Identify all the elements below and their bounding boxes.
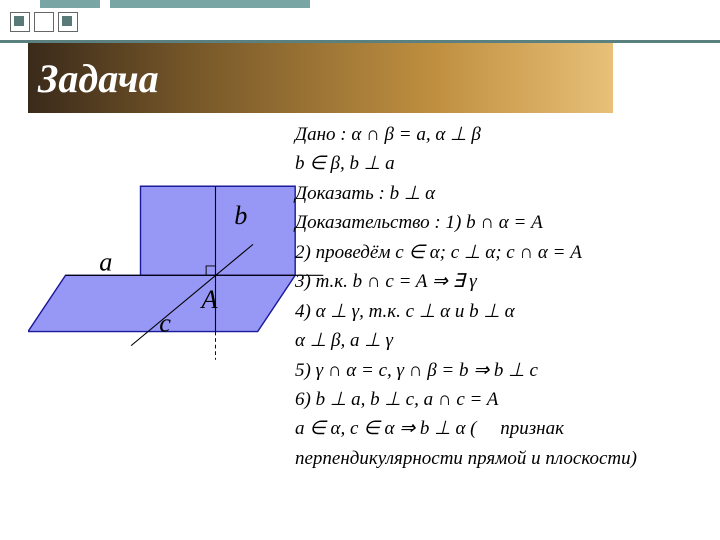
title-band: Задача (28, 43, 613, 113)
proof-block: Дано : α ∩ β = a, α ⊥ βb ∈ β, b ⊥ aДоказ… (295, 120, 705, 473)
label-a: a (99, 248, 112, 277)
label-b: b (234, 201, 247, 230)
proof-line: перпендикулярности прямой и плоскости) (295, 444, 705, 473)
slide-title: Задача (38, 55, 159, 102)
proof-line: a ∈ α, c ∈ α ⇒ b ⊥ α ( признак (295, 414, 705, 443)
decor-bullet (58, 12, 78, 32)
diagram-svg: a b c A (28, 180, 328, 380)
proof-line: Доказать : b ⊥ α (295, 179, 705, 208)
proof-line: 2) проведём c ∈ α; c ⊥ α; c ∩ α = A (295, 238, 705, 267)
proof-line: 3) т.к. b ∩ c = A ⇒ ∃ γ (295, 267, 705, 296)
proof-line: b ∈ β, b ⊥ a (295, 149, 705, 178)
proof-line: Дано : α ∩ β = a, α ⊥ β (295, 120, 705, 149)
label-c: c (159, 309, 171, 338)
proof-line: Доказательство : 1) b ∩ α = A (295, 208, 705, 237)
decor-bullet (34, 12, 54, 32)
proof-line: 5) γ ∩ α = c, γ ∩ β = b ⇒ b ⊥ c (295, 356, 705, 385)
back-plane (141, 186, 296, 275)
bullet-row (10, 12, 78, 32)
proof-line: α ⊥ β, a ⊥ γ (295, 326, 705, 355)
label-A: A (199, 285, 218, 314)
proof-line: 4) α ⊥ γ, т.к. c ⊥ α и b ⊥ α (295, 297, 705, 326)
geometry-diagram: a b c A (28, 180, 308, 380)
decor-bullet (10, 12, 30, 32)
top-decor-bar (0, 0, 720, 8)
proof-line: 6) b ⊥ a, b ⊥ c, a ∩ c = A (295, 385, 705, 414)
